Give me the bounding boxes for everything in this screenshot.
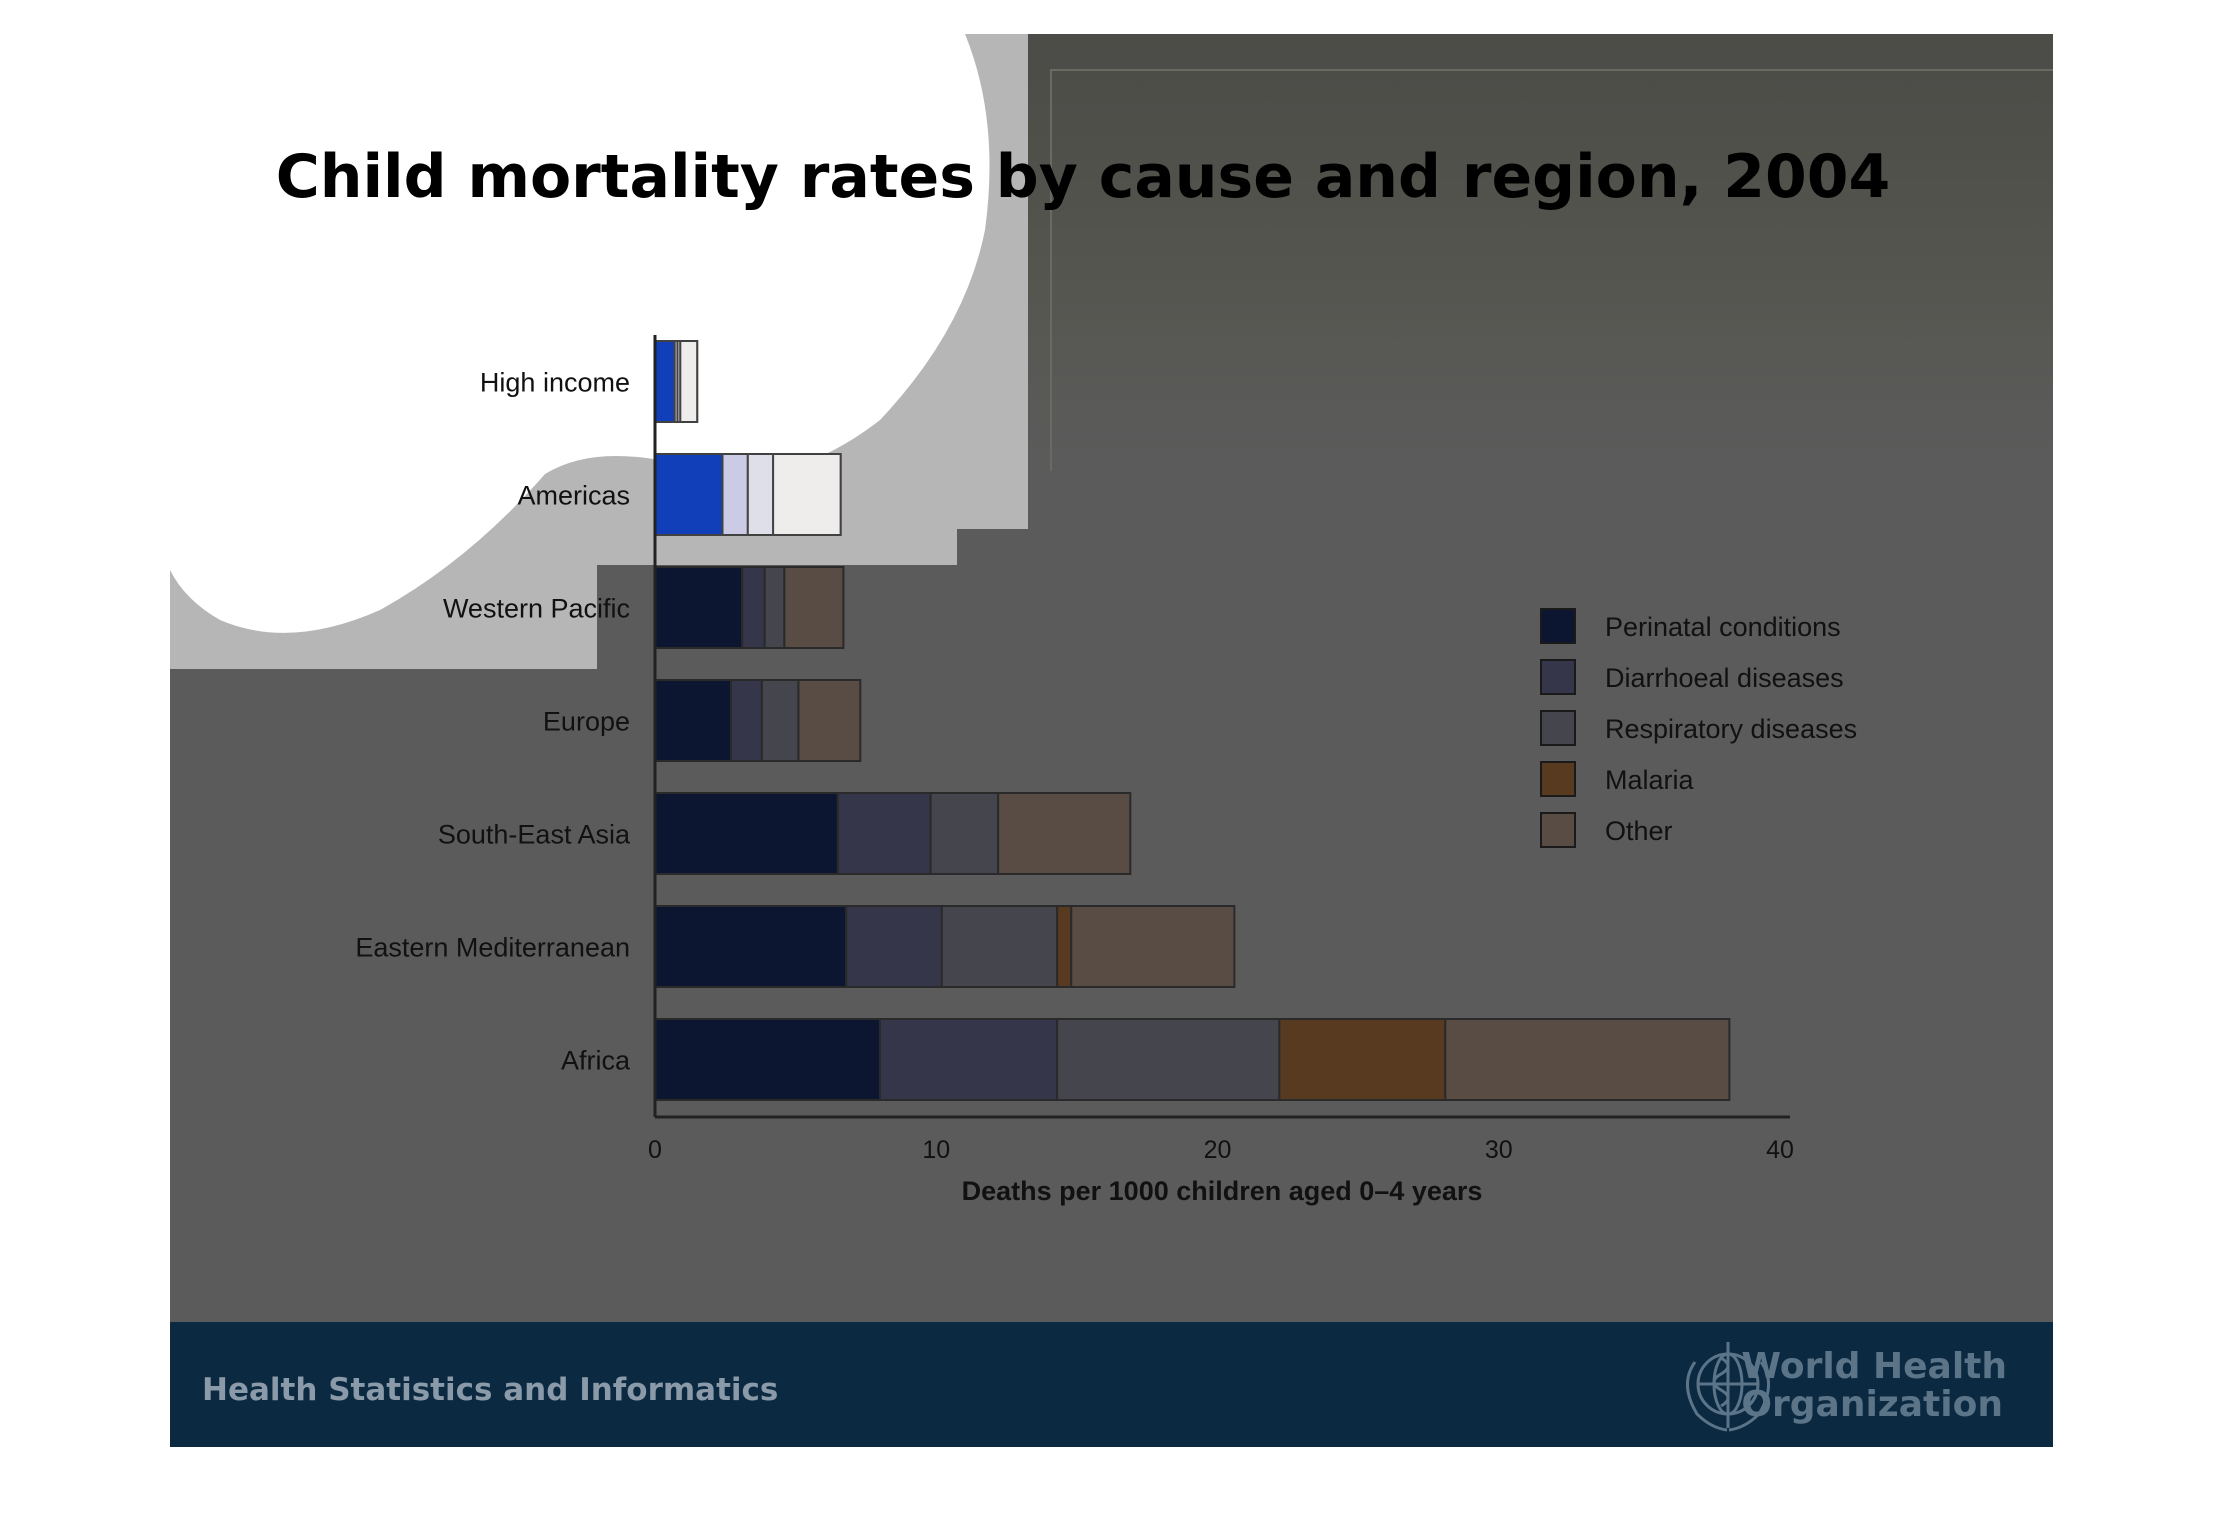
bar-segment — [879, 1018, 1059, 1101]
legend-swatch — [1540, 659, 1576, 695]
bar-segment — [1278, 1018, 1447, 1101]
bar-segment-highlight — [679, 340, 699, 423]
legend-label: Respiratory diseases — [1605, 714, 1857, 744]
x-tick-label: 10 — [922, 1136, 950, 1164]
bar-segment — [729, 679, 763, 762]
bar-segment — [654, 679, 732, 762]
background-shade — [1027, 34, 2053, 454]
who-name-line2: Organization — [1741, 1384, 2003, 1425]
category-label: South-East Asia — [438, 820, 631, 850]
who-name-line1: World Health — [1741, 1346, 2007, 1387]
category-label: Western Pacific — [443, 594, 630, 624]
bar-segment — [760, 679, 800, 762]
bar-segment — [1056, 905, 1073, 988]
bar-segment — [783, 566, 845, 649]
bar-segment — [654, 1018, 881, 1101]
bar-segment — [929, 792, 1000, 875]
plot-area: High income Americas Western Pacific Europe… — [355, 335, 1794, 1206]
bar-segment — [1444, 1018, 1731, 1101]
legend-label: Other — [1605, 816, 1673, 846]
bar-segment — [845, 905, 943, 988]
bar-segment — [763, 566, 786, 649]
bar-segment-highlight — [772, 453, 842, 536]
bar-segment — [997, 792, 1132, 875]
footer-text: Health Statistics and Informatics — [202, 1372, 779, 1408]
who-name: World Health Organization — [1741, 1348, 2007, 1424]
legend-swatch — [1540, 710, 1576, 746]
bar-segment — [836, 792, 932, 875]
category-label: High income — [480, 368, 630, 398]
legend-swatch — [1540, 761, 1576, 797]
bar-segment — [654, 566, 744, 649]
bar-segment — [940, 905, 1059, 988]
bar-segment-highlight — [721, 453, 749, 536]
slide: Health Statistics and Informatics World … — [170, 34, 2053, 1447]
legend-label: Diarrhoeal diseases — [1605, 663, 1844, 693]
category-label: Europe — [543, 707, 630, 737]
category-label: Africa — [561, 1046, 631, 1076]
bar-segment — [654, 905, 848, 988]
bar-segment — [797, 679, 862, 762]
legend-swatch — [1540, 812, 1576, 848]
footer-bar: Health Statistics and Informatics World … — [170, 1322, 2053, 1447]
bar-segment — [1070, 905, 1236, 988]
x-tick-label: 0 — [648, 1136, 662, 1164]
who-emblem-icon — [1686, 1342, 1770, 1432]
category-label: Americas — [517, 481, 630, 511]
legend: Perinatal conditions Diarrhoeal diseases R… — [1540, 608, 1857, 848]
bar-segment-highlight — [654, 340, 676, 423]
x-axis-label: Deaths per 1000 children aged 0–4 years — [962, 1176, 1483, 1206]
legend-label: Perinatal conditions — [1605, 612, 1841, 642]
x-tick-label: 20 — [1204, 1136, 1232, 1164]
background-frame — [1050, 69, 2053, 471]
cloud-overlay — [170, 34, 1028, 669]
bar-segment — [654, 792, 839, 875]
legend-swatch — [1540, 608, 1576, 644]
bar-segment — [1056, 1018, 1281, 1101]
bar-segment-highlight — [654, 453, 724, 536]
category-label: Eastern Mediterranean — [355, 933, 630, 963]
bar-segment-highlight — [746, 453, 775, 536]
legend-label: Malaria — [1605, 765, 1695, 795]
chart-title: Child mortality rates by cause and regio… — [276, 142, 1891, 212]
x-tick-label: 40 — [1766, 1136, 1794, 1164]
bar-segment — [741, 566, 766, 649]
x-tick-label: 30 — [1485, 1136, 1513, 1164]
